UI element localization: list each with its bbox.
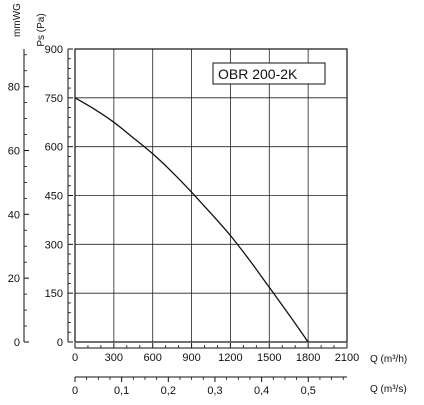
plot-frame xyxy=(74,48,348,343)
y-tick-label-mmwg: 20 xyxy=(8,273,20,285)
x-axis-title-m3h: Q (m³/h) xyxy=(370,354,407,365)
bottom-axes: 0 300 600 900 1200 1500 1800 2100 0 0,1 0,2 0,3 0,4 0… xyxy=(72,343,359,397)
x-tick-label-m3s: 0,4 xyxy=(254,385,269,397)
y-tick-label-pa: 450 xyxy=(45,191,63,203)
x-tick-label-m3h: 300 xyxy=(105,352,123,364)
performance-curve xyxy=(74,97,309,343)
model-label-box: OBR 200-2K xyxy=(212,62,326,85)
x-tick-label-m3s: 0,3 xyxy=(207,385,222,397)
curve-layer xyxy=(74,97,309,343)
y-tick-label-pa: 900 xyxy=(45,44,63,56)
x-tick-label-m3h: 600 xyxy=(144,352,162,364)
x-tick-label-m3h: 1800 xyxy=(296,352,320,364)
x-tick-label-m3s: 0,5 xyxy=(301,385,316,397)
y-tick-label-mmwg: 60 xyxy=(8,145,20,157)
x-tick-label-m3s: 0,1 xyxy=(114,385,129,397)
y-tick-label-pa: 600 xyxy=(45,142,63,154)
y-tick-label-pa: 300 xyxy=(45,239,63,251)
x-tick-label-m3s: 0 xyxy=(72,385,78,397)
x-tick-label-m3s: 0,2 xyxy=(161,385,176,397)
y-tick-label-mmwg: 0 xyxy=(14,337,20,349)
y-tick-label-mmwg: 80 xyxy=(8,82,20,94)
y-tick-label-pa: 0 xyxy=(57,337,63,349)
x-tick-label-m3h: 1200 xyxy=(218,352,242,364)
y-axis-title-mmwg: mmWG xyxy=(12,3,23,37)
x-tick-label-m3h: 900 xyxy=(182,352,200,364)
y-axis-title-pa: Ps (Pa) xyxy=(36,13,47,46)
y-tick-label-pa: 750 xyxy=(45,93,63,105)
x-tick-label-m3h: 0 xyxy=(72,352,78,364)
x-axis-title-m3s: Q (m³/s) xyxy=(370,384,407,395)
model-label: OBR 200-2K xyxy=(218,66,298,82)
grid xyxy=(75,49,347,342)
x-tick-label-m3h: 1500 xyxy=(257,352,281,364)
y-tick-label-mmwg: 40 xyxy=(8,209,20,221)
left-axes: 0 150 300 450 600 750 900 0 20 40 60 80 xyxy=(8,44,73,349)
x-tick-label-m3h: 2100 xyxy=(335,352,359,364)
y-tick-label-pa: 150 xyxy=(45,288,63,300)
